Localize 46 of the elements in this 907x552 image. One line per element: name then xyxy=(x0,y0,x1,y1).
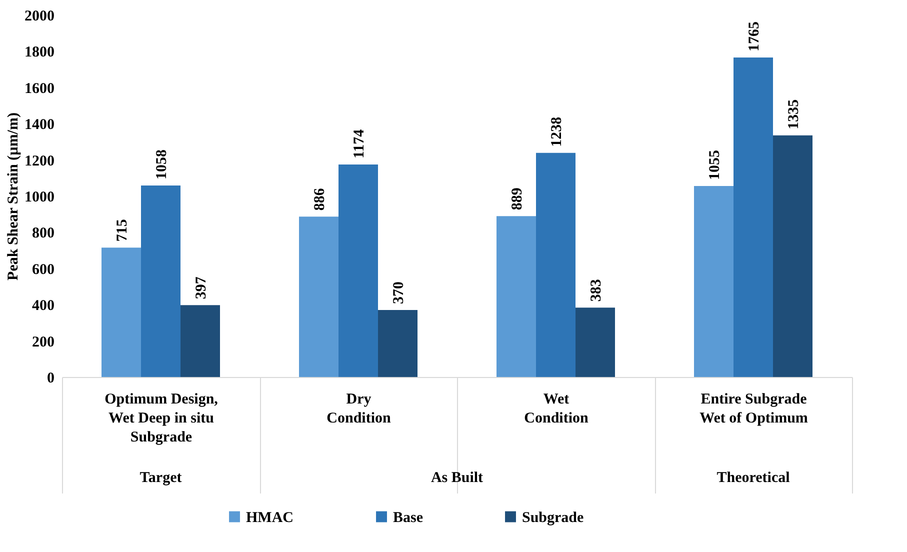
text: Target xyxy=(140,470,182,486)
y-tick-label: 1200 xyxy=(24,153,54,170)
y-tick-label: 400 xyxy=(32,298,54,314)
y-tick-label: 600 xyxy=(32,262,54,278)
bar xyxy=(141,186,180,377)
data-label: 1765 xyxy=(746,22,762,52)
y-tick-label: 200 xyxy=(32,334,54,350)
data-label: 1058 xyxy=(154,150,170,180)
x-tick-label: Wet Condition xyxy=(524,392,589,426)
data-label: 397 xyxy=(193,276,210,300)
bar xyxy=(378,310,418,377)
bar xyxy=(102,248,141,377)
bar xyxy=(773,135,812,377)
legend-label: HMAC xyxy=(246,510,294,526)
y-tick-label: 1000 xyxy=(24,190,54,206)
data-label: 889 xyxy=(509,188,526,210)
data-label: 383 xyxy=(588,279,604,302)
x-tick-label: Optimum Design, Wet Deep in situ Subgrade xyxy=(104,392,218,446)
x-tick-label: Dry Condition xyxy=(326,392,392,426)
text: As Built xyxy=(430,470,484,486)
bar xyxy=(180,305,220,377)
legend-label: Base xyxy=(393,510,424,526)
bar xyxy=(734,58,773,377)
bar xyxy=(694,186,734,377)
bar xyxy=(576,308,615,377)
data-label: 1335 xyxy=(786,99,802,130)
bar xyxy=(299,216,338,377)
bar xyxy=(536,152,576,377)
data-label: 1238 xyxy=(548,116,565,147)
y-tick-label: 1600 xyxy=(24,80,54,97)
legend-label: Subgrade xyxy=(522,510,584,526)
data-label: 370 xyxy=(390,282,407,304)
data-label: 1055 xyxy=(706,150,723,180)
y-axis-title: Peak Shear Strain (µm/m) xyxy=(6,112,22,280)
y-tick-label: 0 xyxy=(47,370,54,386)
bar xyxy=(338,164,378,377)
bar xyxy=(496,216,536,377)
y-tick-label: 1800 xyxy=(24,44,54,61)
data-label: 1174 xyxy=(351,128,368,159)
y-tick-label: 800 xyxy=(32,226,54,242)
data-label: 715 xyxy=(114,219,130,242)
x-tick-label: Entire Subgrade Wet of Optimum xyxy=(700,392,808,426)
y-tick-label: 2000 xyxy=(24,8,54,24)
text: Theoretical xyxy=(716,470,790,486)
data-label: 886 xyxy=(312,188,328,211)
y-tick-label: 1400 xyxy=(24,117,54,134)
